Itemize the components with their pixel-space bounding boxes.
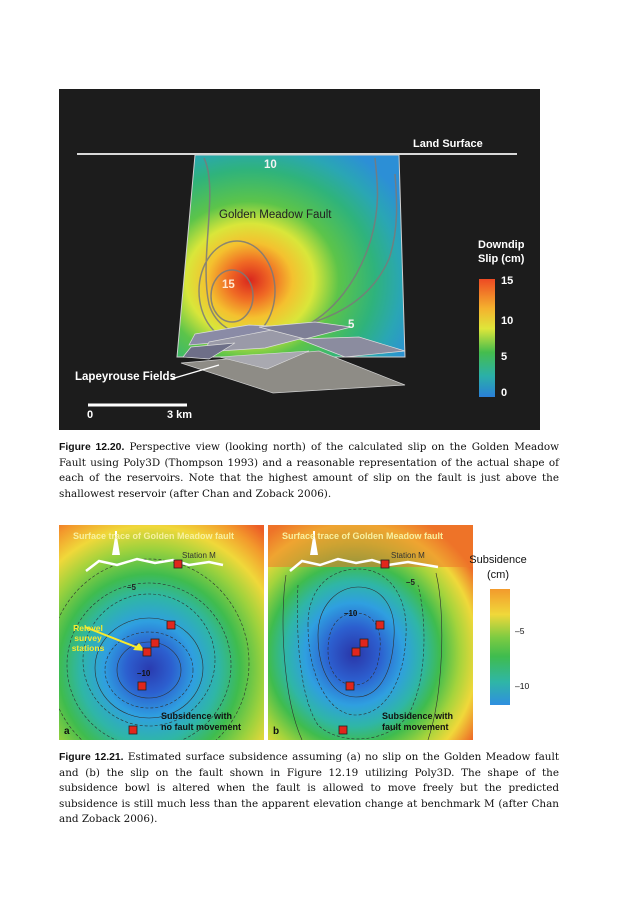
panel-b-contour-5: –5 <box>406 578 415 587</box>
panel-a-title: Surface trace of Golden Meadow fault <box>73 531 235 541</box>
fault-trace <box>85 557 224 572</box>
panel-b-subtitle-1: Subsidence with <box>382 711 454 721</box>
panel-a-subtitle-2: no fault movement <box>161 722 242 732</box>
colorbar-tick-0: 0 <box>501 387 508 399</box>
figure-12-20: Land Surface 10 Golden Meadow Fault 15 5… <box>59 89 540 430</box>
panel-a-letter: a <box>64 726 70 737</box>
subsidence-colorbar <box>490 589 510 705</box>
field-label: Lapeyrouse Fields <box>75 371 176 383</box>
colorbar-tick-10: 10 <box>501 315 514 327</box>
caption-figure-12-21: Figure 12.21. Estimated surface subsiden… <box>59 750 559 828</box>
fault-slip-plot <box>77 153 517 407</box>
colorbar-tick-15: 15 <box>501 275 514 287</box>
panel-b-station-label: Station M <box>391 551 425 560</box>
land-surface-label: Land Surface <box>413 138 483 150</box>
legend-title-1: Subsidence <box>469 554 527 566</box>
survey-stations <box>338 559 390 735</box>
survey-label: Relevel survey stations <box>71 623 105 653</box>
subsidence-panel-b: Surface trace of Golden Meadow fault Sta… <box>268 525 473 740</box>
station-m-marker <box>380 559 390 569</box>
slip-colorbar <box>479 279 495 397</box>
subsidence-panel-a: Surface trace of Golden Meadow fault Sta… <box>59 525 264 740</box>
survey-pointer <box>84 626 142 650</box>
panel-b-title: Surface trace of Golden Meadow fault <box>282 531 444 541</box>
station-m-marker <box>173 559 183 569</box>
legend-title-2: (cm) <box>487 569 509 581</box>
caption-figure-12-20: Figure 12.20. Perspective view (looking … <box>59 440 559 502</box>
reservoirs <box>180 321 406 394</box>
legend-tick-5: –5 <box>515 626 525 636</box>
panel-a-contour-10: –10 <box>137 669 151 678</box>
fault-trace <box>289 557 439 572</box>
colorbar-title-2: Slip (cm) <box>478 253 525 265</box>
panel-b-contour-10: –10 <box>344 609 358 618</box>
panel-b-subtitle-2: fault movement <box>382 722 449 732</box>
panel-b-letter: b <box>273 726 280 737</box>
contour-label-5: 5 <box>348 319 355 331</box>
contour-label-10: 10 <box>264 159 277 171</box>
contour-label-15: 15 <box>222 279 235 291</box>
colorbar-title-1: Downdip <box>478 239 525 251</box>
legend-tick-10: –10 <box>515 681 530 691</box>
field-pointer <box>170 364 220 380</box>
scale-start-label: 0 <box>87 409 94 421</box>
scale-end-label: 3 km <box>167 409 193 421</box>
caption-figure-number: Figure 12.21. <box>59 752 124 763</box>
colorbar-tick-5: 5 <box>501 351 508 363</box>
panel-a-contour-5: –5 <box>127 583 136 592</box>
subsidence-contours <box>282 568 443 740</box>
survey-stations <box>128 559 183 735</box>
panel-a-subtitle-1: Subsidence with <box>161 711 233 721</box>
caption-text: Estimated surface subsidence assuming (a… <box>59 751 559 826</box>
subsidence-contours <box>59 558 250 740</box>
caption-text: Perspective view (looking north) of the … <box>59 441 559 500</box>
panel-a-station-label: Station M <box>182 551 216 560</box>
caption-figure-number: Figure 12.20. <box>59 442 125 453</box>
fault-label: Golden Meadow Fault <box>219 209 332 221</box>
